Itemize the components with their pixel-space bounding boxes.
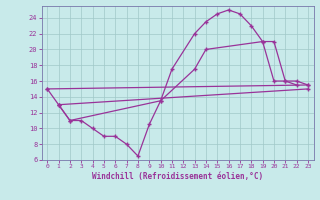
X-axis label: Windchill (Refroidissement éolien,°C): Windchill (Refroidissement éolien,°C)	[92, 172, 263, 181]
